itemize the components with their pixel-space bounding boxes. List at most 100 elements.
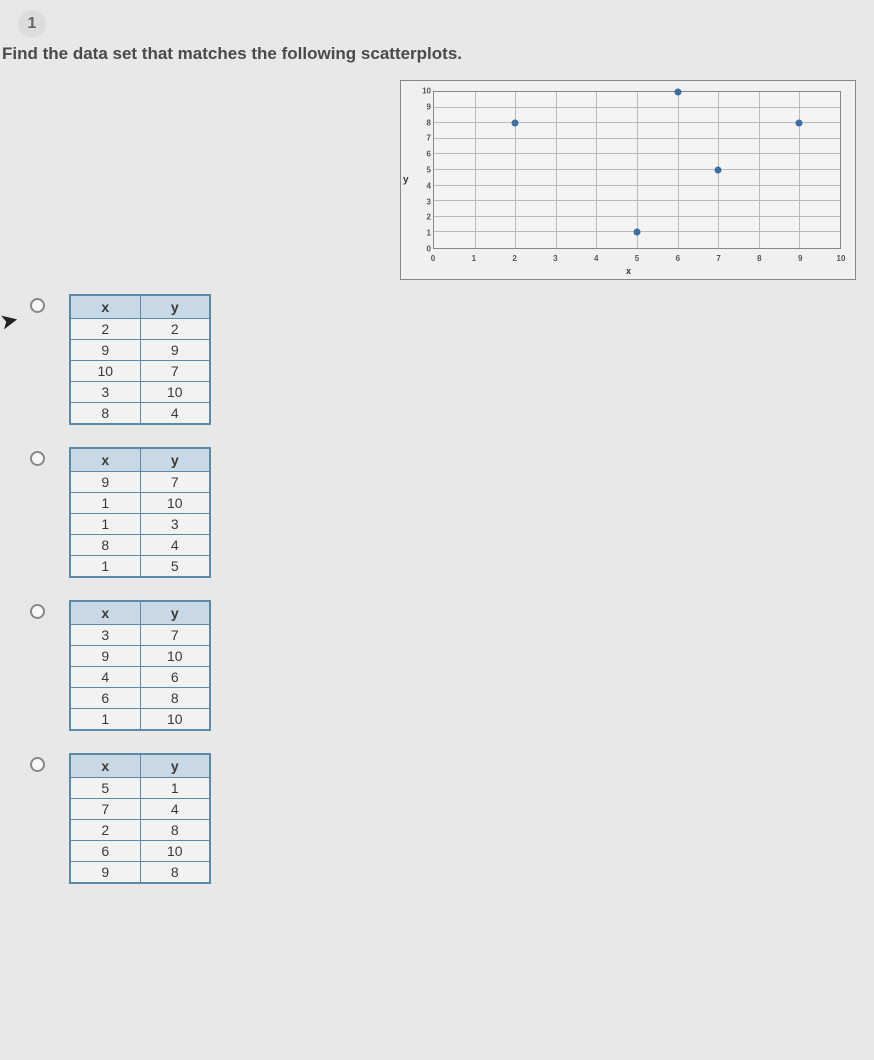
table-cell: 9 — [70, 646, 140, 667]
table-cell: 10 — [140, 841, 210, 862]
x-tick: 7 — [716, 254, 720, 263]
table-cell: 7 — [140, 361, 210, 382]
answer-option[interactable]: xy51742861098 — [30, 753, 864, 884]
table-row: 107 — [70, 361, 210, 382]
y-tick: 7 — [419, 134, 431, 143]
radio-button[interactable] — [30, 604, 45, 619]
col-header-x: x — [70, 295, 140, 319]
x-tick: 4 — [594, 254, 598, 263]
col-header-y: y — [140, 754, 210, 778]
col-header-x: x — [70, 448, 140, 472]
table-cell: 10 — [140, 493, 210, 514]
col-header-x: x — [70, 754, 140, 778]
plot-area — [433, 91, 841, 249]
y-tick: 3 — [419, 197, 431, 206]
y-tick: 2 — [419, 213, 431, 222]
table-cell: 9 — [70, 472, 140, 493]
table-cell: 6 — [70, 688, 140, 709]
table-cell: 4 — [140, 799, 210, 820]
question-number: 1 — [18, 10, 46, 38]
y-tick: 8 — [419, 118, 431, 127]
x-tick: 9 — [798, 254, 802, 263]
table-row: 98 — [70, 862, 210, 884]
scatter-point — [634, 229, 641, 236]
table-cell: 2 — [70, 319, 140, 340]
table-row: 15 — [70, 556, 210, 578]
table-cell: 1 — [70, 556, 140, 578]
y-axis-label: y — [403, 175, 409, 186]
x-tick: 1 — [472, 254, 476, 263]
x-tick: 3 — [553, 254, 557, 263]
table-cell: 8 — [140, 862, 210, 884]
table-cell: 2 — [140, 319, 210, 340]
table-cell: 9 — [70, 862, 140, 884]
table-cell: 1 — [140, 778, 210, 799]
table-cell: 10 — [140, 646, 210, 667]
y-tick: 9 — [419, 102, 431, 111]
table-row: 910 — [70, 646, 210, 667]
table-row: 84 — [70, 403, 210, 425]
table-cell: 7 — [70, 799, 140, 820]
table-row: 46 — [70, 667, 210, 688]
y-tick: 1 — [419, 229, 431, 238]
table-cell: 10 — [70, 361, 140, 382]
table-row: 51 — [70, 778, 210, 799]
data-table: xy51742861098 — [69, 753, 211, 884]
scatter-point — [512, 120, 519, 127]
table-cell: 4 — [140, 535, 210, 556]
table-cell: 3 — [70, 625, 140, 646]
answer-options: xy229910731084xy97110138415xy37910466811… — [30, 294, 864, 884]
answer-option[interactable]: xy379104668110 — [30, 600, 864, 731]
radio-button[interactable] — [30, 451, 45, 466]
radio-button[interactable] — [30, 298, 45, 313]
table-cell: 5 — [70, 778, 140, 799]
table-cell: 6 — [70, 841, 140, 862]
scatter-point — [674, 89, 681, 96]
table-row: 110 — [70, 493, 210, 514]
y-tick: 5 — [419, 166, 431, 175]
table-cell: 1 — [70, 493, 140, 514]
y-tick: 10 — [419, 87, 431, 96]
table-cell: 3 — [70, 382, 140, 403]
table-cell: 8 — [70, 403, 140, 425]
table-cell: 9 — [140, 340, 210, 361]
x-tick: 8 — [757, 254, 761, 263]
table-cell: 10 — [140, 709, 210, 731]
table-cell: 5 — [140, 556, 210, 578]
scatter-point — [715, 167, 722, 174]
table-cell: 8 — [70, 535, 140, 556]
table-cell: 7 — [140, 625, 210, 646]
x-axis-label: x — [626, 266, 631, 276]
col-header-y: y — [140, 601, 210, 625]
table-cell: 1 — [70, 709, 140, 731]
table-row: 13 — [70, 514, 210, 535]
table-row: 28 — [70, 820, 210, 841]
question-prompt: Find the data set that matches the follo… — [2, 44, 864, 64]
table-cell: 3 — [140, 514, 210, 535]
answer-option[interactable]: xy2299107310 84 — [30, 294, 864, 425]
col-header-y: y — [140, 295, 210, 319]
table-row: 22 — [70, 319, 210, 340]
table-row: 84 — [70, 535, 210, 556]
table-cell: 1 — [70, 514, 140, 535]
scatter-point — [796, 120, 803, 127]
data-table: xy97110138415 — [69, 447, 211, 578]
table-cell: 7 — [140, 472, 210, 493]
x-tick: 5 — [635, 254, 639, 263]
y-tick: 0 — [419, 245, 431, 254]
data-table: xy2299107310 84 — [69, 294, 211, 425]
table-row: 99 — [70, 340, 210, 361]
table-cell: 4 — [70, 667, 140, 688]
table-cell: 8 — [140, 820, 210, 841]
table-cell: 8 — [140, 688, 210, 709]
radio-button[interactable] — [30, 757, 45, 772]
col-header-y: y — [140, 448, 210, 472]
table-row: 610 — [70, 841, 210, 862]
x-tick: 2 — [512, 254, 516, 263]
table-cell: 4 — [140, 403, 210, 425]
x-tick: 0 — [431, 254, 435, 263]
cursor-icon: ➤ — [0, 306, 21, 335]
table-cell: 9 — [70, 340, 140, 361]
y-tick: 6 — [419, 150, 431, 159]
answer-option[interactable]: xy97110138415 — [30, 447, 864, 578]
